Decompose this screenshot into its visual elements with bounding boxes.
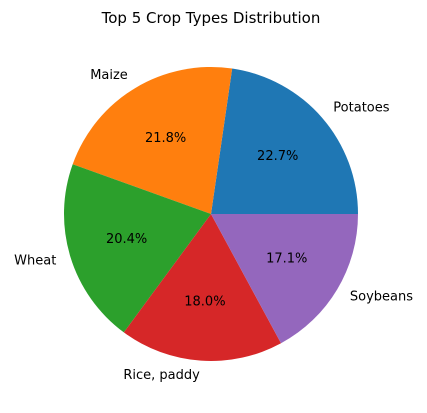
pie-slice-soybeans [211, 214, 358, 344]
slice-label-soybeans: Soybeans [350, 289, 413, 304]
pie-slice-maize [72, 66, 233, 214]
slice-label-maize: Maize [90, 68, 128, 83]
percent-label-soybeans: 17.1% [266, 252, 307, 267]
slice-label-rice-paddy: Rice, paddy [123, 368, 200, 383]
pie-slice-potatoes [211, 68, 358, 214]
percent-label-potatoes: 22.7% [257, 149, 298, 164]
percent-label-rice-paddy: 18.0% [184, 294, 225, 309]
pie-slices [64, 66, 358, 362]
percent-label-maize: 21.8% [145, 131, 186, 146]
percent-label-wheat: 20.4% [106, 232, 147, 247]
pie-slice-rice-paddy [123, 214, 282, 362]
chart-title: Top 5 Crop Types Distribution [101, 9, 321, 27]
slice-label-potatoes: Potatoes [333, 101, 389, 116]
pie-slice-wheat [64, 164, 212, 333]
pie-labels: Potatoes 22.7% Maize 21.8% Wheat 20.4% Rice, p… [14, 68, 413, 383]
slice-label-wheat: Wheat [14, 254, 56, 269]
